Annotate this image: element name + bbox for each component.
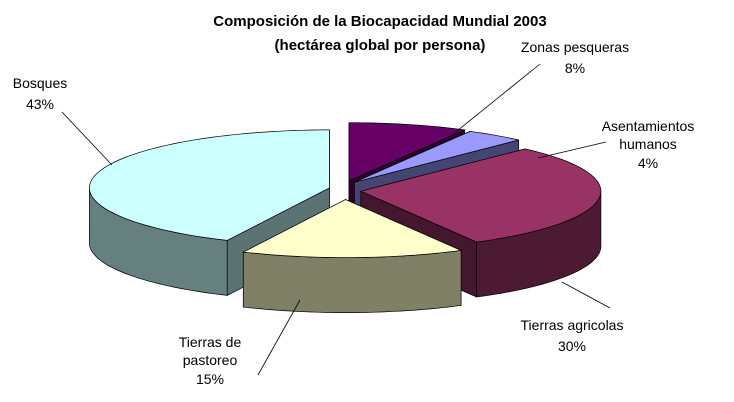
value-label: 4% (638, 155, 658, 171)
slice-label: Tierras agricolas (521, 317, 624, 333)
label-line: pastoreo (183, 352, 238, 368)
slice (359, 148, 602, 243)
label-line: Tierras de (179, 334, 242, 350)
value-label: 30% (558, 338, 586, 354)
slice-side (242, 250, 462, 313)
slice (354, 131, 519, 183)
slice (89, 129, 330, 241)
slice-label: Tierras de pastoreo (179, 334, 242, 368)
slice (348, 122, 466, 182)
value-label: 43% (26, 96, 54, 112)
leader-line (451, 63, 541, 136)
label-line: humanos (619, 136, 677, 152)
pie-tops (89, 122, 602, 258)
label-line: Asentamientos (602, 118, 695, 134)
chart-title: Composición de la Biocapacidad Mundial 2… (213, 13, 546, 30)
slice-label: Asentamientos humanos (602, 118, 695, 152)
slice-label: Bosques (13, 75, 67, 91)
value-label: 8% (565, 60, 585, 76)
leader-line (537, 141, 607, 159)
leader-line (561, 281, 611, 309)
leader-line (257, 299, 301, 376)
leader-line (61, 111, 113, 166)
slice (242, 199, 463, 258)
value-label: 15% (196, 371, 224, 387)
slice-label: Zonas pesqueras (521, 39, 629, 55)
chart-subtitle: (hectárea global por persona) (275, 37, 486, 54)
